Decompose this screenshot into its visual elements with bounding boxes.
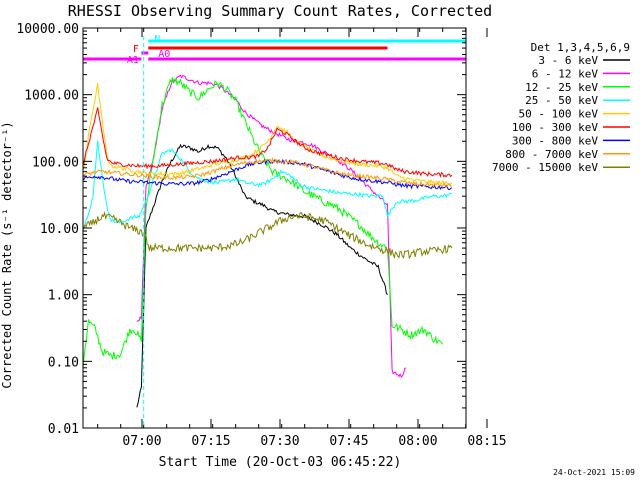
legend-entry-label: 800 - 7000 keV xyxy=(505,148,598,161)
legend-entry-label: 100 - 300 keV xyxy=(512,121,598,134)
legend-entry-label: 300 - 800 keV xyxy=(512,134,598,147)
flag-bars: N F A0 A1 xyxy=(83,34,466,66)
y-tick-label: 0.10 xyxy=(48,355,79,370)
x-tick-label: 07:45 xyxy=(329,434,368,449)
chart-title: RHESSI Observing Summary Count Rates, Co… xyxy=(68,2,492,20)
legend-entry-label: 12 - 25 keV xyxy=(525,81,598,94)
series-line-25-50-kev xyxy=(82,140,453,234)
legend-entry-label: 50 - 100 keV xyxy=(519,108,599,121)
timestamp: 24-Oct-2021 15:09 xyxy=(553,468,635,477)
y-axis-label: Corrected Count Rate (s⁻¹ detector⁻¹) xyxy=(0,121,14,388)
series-line-12-25-kev xyxy=(82,77,444,411)
axes: 10000.00 1000.00 100.00 10.00 1.00 0.10 0.01 07… xyxy=(16,22,506,449)
series-line-50-100-kev xyxy=(82,83,453,186)
y-tick-label: 0.01 xyxy=(48,422,79,437)
flag-bar-label-n: N xyxy=(154,34,160,45)
y-tick-label: 1000.00 xyxy=(24,89,79,104)
x-tick-label: 08:15 xyxy=(467,434,506,449)
x-tick-label: 07:00 xyxy=(122,434,161,449)
legend-entry-label: 3 - 6 keV xyxy=(538,54,598,67)
y-tick-label: 10.00 xyxy=(40,222,79,237)
x-tick-label: 07:15 xyxy=(191,434,230,449)
x-tick-label: 08:00 xyxy=(398,434,437,449)
series-line-800-7000-kev xyxy=(82,157,453,188)
series-line-300-800-kev xyxy=(82,158,453,190)
series-line-3-6-kev xyxy=(136,143,388,408)
flag-bar-label-f: F xyxy=(133,44,139,55)
legend-entry-label: 7000 - 15000 keV xyxy=(492,161,598,174)
legend-header: Det 1,3,4,5,6,9 xyxy=(531,41,630,54)
y-tick-label: 100.00 xyxy=(32,155,79,170)
flag-bar-label-a1: A1 xyxy=(127,55,139,66)
legend-entry-label: 6 - 12 keV xyxy=(532,67,599,80)
series-line-100-300-kev xyxy=(82,107,453,178)
y-tick-label: 10000.00 xyxy=(16,22,79,37)
x-tick-label: 07:30 xyxy=(260,434,299,449)
legend-entry-label: 25 - 50 keV xyxy=(525,94,598,107)
flag-bar-label-a0: A0 xyxy=(158,49,170,60)
series-line-7000-15000-kev xyxy=(82,210,453,260)
y-tick-label: 1.00 xyxy=(48,289,79,304)
x-axis-label: Start Time (20-Oct-03 06:45:22) xyxy=(159,455,402,470)
series-layer xyxy=(82,74,453,411)
